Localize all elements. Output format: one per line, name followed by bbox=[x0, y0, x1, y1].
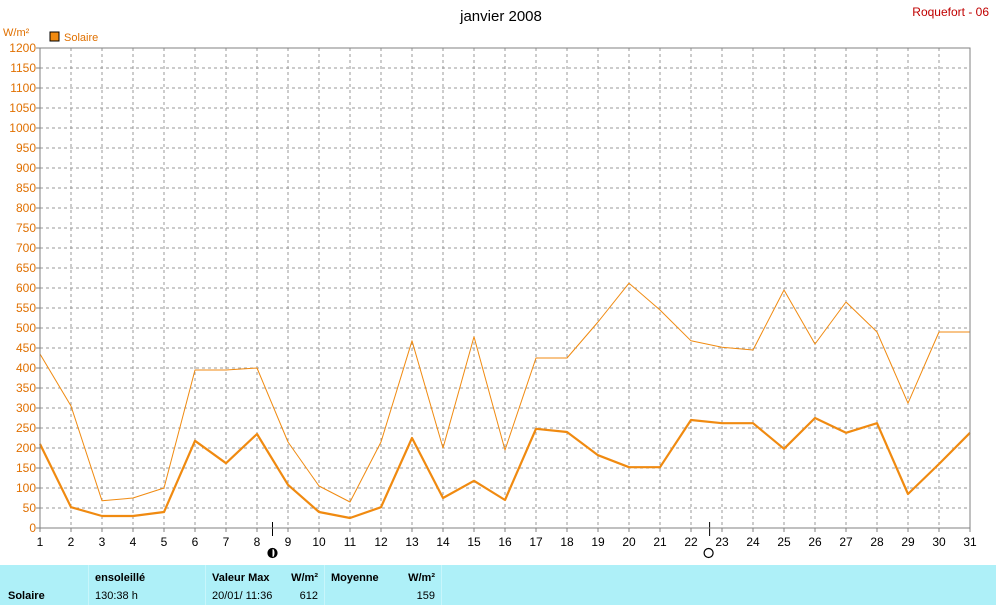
mean-unit: W/m² bbox=[408, 572, 435, 584]
y-tick-label: 50 bbox=[23, 501, 37, 515]
x-tick-label: 31 bbox=[963, 535, 977, 549]
mean-value: 159 bbox=[416, 590, 435, 602]
x-tick-label: 17 bbox=[529, 535, 543, 549]
x-tick-label: 3 bbox=[99, 535, 106, 549]
y-tick-label: 500 bbox=[16, 321, 36, 335]
y-tick-label: 100 bbox=[16, 481, 36, 495]
x-tick-label: 18 bbox=[560, 535, 574, 549]
x-tick-label: 13 bbox=[405, 535, 419, 549]
y-tick-label: 700 bbox=[16, 241, 36, 255]
x-tick-label: 28 bbox=[870, 535, 884, 549]
series-line-solaire bbox=[39, 416, 971, 520]
series-line-max bbox=[39, 282, 970, 503]
x-tick-label: 20 bbox=[622, 535, 636, 549]
plot-frame bbox=[39, 47, 971, 529]
summary-table: Solaire ensoleillé 130:38 h Valeur Max W… bbox=[0, 565, 996, 605]
x-tick-label: 10 bbox=[312, 535, 326, 549]
y-tick-label: 1150 bbox=[10, 61, 36, 75]
x-tick-label: 12 bbox=[374, 535, 388, 549]
x-tick-label: 11 bbox=[344, 535, 357, 549]
y-tick-label: 1100 bbox=[10, 81, 36, 95]
y-tick-label: 0 bbox=[29, 521, 36, 535]
x-tick-label: 23 bbox=[715, 535, 729, 549]
y-tick-label: 450 bbox=[16, 341, 36, 355]
x-tick-label: 1 bbox=[37, 535, 44, 549]
y-tick-label: 650 bbox=[16, 261, 36, 275]
y-tick-label: 900 bbox=[16, 161, 36, 175]
x-tick-label: 26 bbox=[808, 535, 822, 549]
y-tick-label: 750 bbox=[16, 221, 36, 235]
x-tick-label: 22 bbox=[684, 535, 698, 549]
y-tick-label: 350 bbox=[16, 381, 36, 395]
location-label: Roquefort - 06 bbox=[912, 5, 989, 19]
legend-label: Solaire bbox=[64, 32, 98, 44]
sunshine-cell: ensoleillé 130:38 h bbox=[89, 565, 206, 605]
mean-header: Moyenne bbox=[331, 572, 379, 584]
y-tick-label: 600 bbox=[16, 281, 36, 295]
max-unit: W/m² bbox=[291, 572, 318, 584]
y-tick-label: 800 bbox=[16, 201, 36, 215]
row-header-cell: Solaire bbox=[0, 565, 89, 605]
x-tick-label: 29 bbox=[901, 535, 915, 549]
x-tick-label: 14 bbox=[436, 535, 450, 549]
mean-cell: Moyenne W/m² 159 bbox=[325, 565, 442, 605]
max-date: 20/01/ 11:36 bbox=[212, 590, 273, 602]
x-tick-label: 25 bbox=[777, 535, 791, 549]
sunshine-header: ensoleillé bbox=[95, 572, 146, 584]
y-tick-label: 1000 bbox=[9, 121, 36, 135]
row-label: Solaire bbox=[8, 590, 45, 602]
x-tick-label: 15 bbox=[467, 535, 481, 549]
y-tick-label: 550 bbox=[16, 301, 36, 315]
x-tick-label: 9 bbox=[285, 535, 292, 549]
sunshine-value: 130:38 h bbox=[95, 590, 138, 602]
x-tick-label: 6 bbox=[192, 535, 199, 549]
legend-swatch bbox=[49, 31, 60, 42]
y-tick-label: 1050 bbox=[9, 101, 36, 115]
x-tick-label: 2 bbox=[68, 535, 75, 549]
x-tick-label: 5 bbox=[161, 535, 168, 549]
x-tick-label: 21 bbox=[653, 535, 667, 549]
y-tick-label: 300 bbox=[16, 401, 36, 415]
y-tick-label: 200 bbox=[16, 441, 36, 455]
max-cell: Valeur Max W/m² 20/01/ 11:36 612 bbox=[206, 565, 325, 605]
max-value: 612 bbox=[299, 590, 318, 602]
x-tick-label: 24 bbox=[746, 535, 760, 549]
x-tick-label: 30 bbox=[932, 535, 946, 549]
last-quarter-moon-icon bbox=[267, 547, 278, 559]
x-tick-label: 19 bbox=[591, 535, 605, 549]
x-tick-label: 16 bbox=[498, 535, 512, 549]
x-tick-label: 7 bbox=[223, 535, 230, 549]
chart-title: janvier 2008 bbox=[459, 8, 542, 25]
full-moon-icon bbox=[703, 547, 714, 559]
y-tick-label: 950 bbox=[16, 141, 36, 155]
y-tick-label: 850 bbox=[16, 181, 36, 195]
y-tick-label: 1200 bbox=[9, 41, 36, 55]
max-header: Valeur Max bbox=[212, 572, 270, 584]
y-tick-label: 250 bbox=[16, 421, 36, 435]
y-tick-label: 150 bbox=[16, 461, 36, 475]
x-tick-label: 4 bbox=[130, 535, 137, 549]
y-tick-label: 400 bbox=[16, 361, 36, 375]
y-axis-unit: W/m² bbox=[3, 27, 30, 39]
x-tick-label: 27 bbox=[839, 535, 853, 549]
chart: janvier 2008 Roquefort - 06 W/m² Solaire… bbox=[3, 5, 989, 559]
x-tick-label: 8 bbox=[254, 535, 261, 549]
